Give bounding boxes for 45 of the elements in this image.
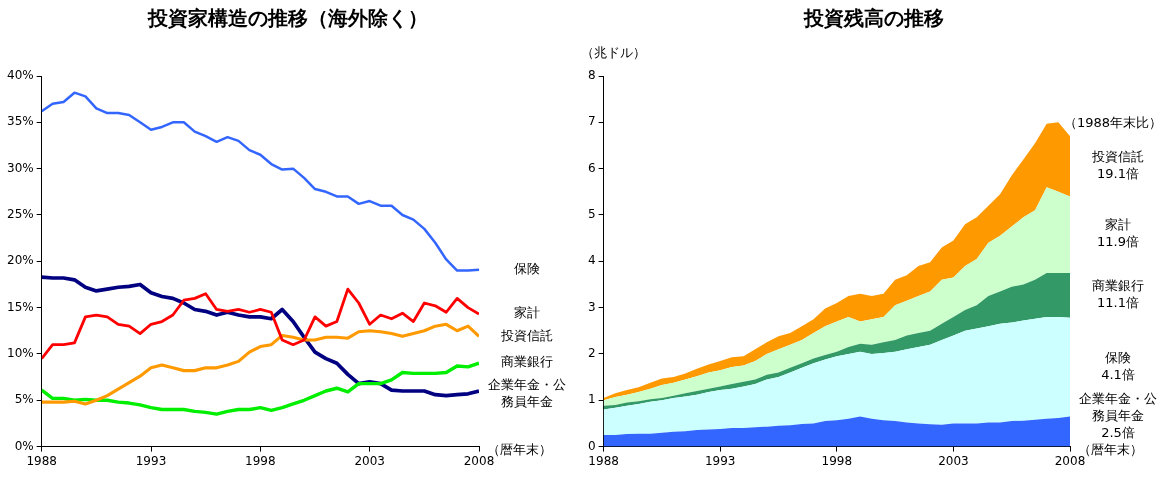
y-tick-label: 25% (7, 207, 34, 222)
text: 保険 (514, 260, 540, 276)
y-tick-label: 40% (7, 68, 34, 83)
x-tick-label: 2003 (354, 453, 385, 468)
x-tick-label: 1993 (135, 453, 167, 468)
series-label: 商業銀行 (1092, 277, 1144, 293)
text: 2.5倍 (1101, 424, 1135, 440)
text: 家計 (1105, 217, 1131, 233)
text: 家計 (514, 304, 540, 320)
y-tick-label: 2 (587, 346, 596, 361)
text: 19.1倍 (1097, 165, 1139, 181)
series-label: 投資信託 (1091, 148, 1144, 164)
text: 4.1倍 (1101, 366, 1135, 382)
text: 11.1倍 (1097, 294, 1139, 310)
x-tick-label: 1998 (821, 453, 853, 468)
y-tick-label: 3 (587, 299, 596, 314)
y-tick-label: 10% (7, 346, 34, 361)
y-tick-label: 6 (587, 160, 596, 175)
text: 保険 (1105, 349, 1131, 365)
y-tick-label: 35% (7, 114, 34, 129)
annotation: （1988年末比） (1063, 115, 1162, 131)
y-tick-label: 15% (7, 299, 34, 314)
y-tick-label: 7 (587, 114, 596, 129)
y-tick-label: 30% (7, 160, 34, 175)
x-tick-label: 1988 (26, 453, 57, 468)
series-label: 投資信託 (500, 327, 553, 343)
y-tick-label: 1 (587, 392, 596, 407)
y-tick-label: 4 (587, 253, 596, 268)
series-label: 商業銀行 (501, 354, 553, 370)
x-tick-label: 2003 (938, 453, 969, 468)
chart-title: 投資残高の推移 (803, 5, 944, 32)
y-tick-label: 20% (7, 253, 34, 268)
y-tick-label: 0% (14, 438, 34, 453)
text: 11.9倍 (1097, 234, 1139, 250)
y-tick-label: 5 (587, 207, 596, 222)
chart-title: 投資家構造の推移（海外除く） (147, 5, 428, 32)
y-tick-label: 0 (587, 438, 596, 453)
y-tick-label: 5% (14, 392, 34, 407)
series-label: 企業年金・公務員年金 (1079, 390, 1157, 423)
series-label: 企業年金・公務員年金 (488, 377, 566, 410)
y-tick-label: 8 (587, 68, 596, 83)
x-tick-label: 1988 (588, 453, 619, 468)
x-tick-label: 1993 (704, 453, 736, 468)
y-axis-title: （兆ドル） (581, 45, 646, 61)
x-tick-label: 1998 (245, 453, 276, 468)
